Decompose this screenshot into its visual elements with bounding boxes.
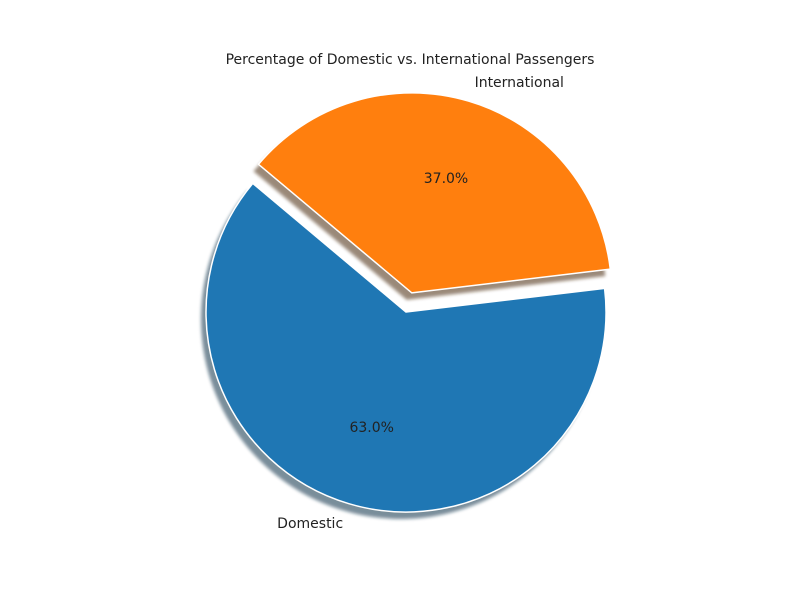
slice-percent-domestic: 63.0% — [349, 420, 393, 436]
pie-slice-international — [257, 92, 612, 294]
slices — [205, 92, 612, 513]
slice-percent-international: 37.0% — [424, 171, 468, 187]
chart-title: Percentage of Domestic vs. International… — [226, 52, 595, 68]
slice-label-international: International — [475, 75, 564, 91]
slice-labels: Domestic 63.0% International 37.0% — [277, 75, 564, 532]
pie-slice-domestic — [205, 182, 607, 513]
slice-label-domestic: Domestic — [277, 516, 343, 532]
